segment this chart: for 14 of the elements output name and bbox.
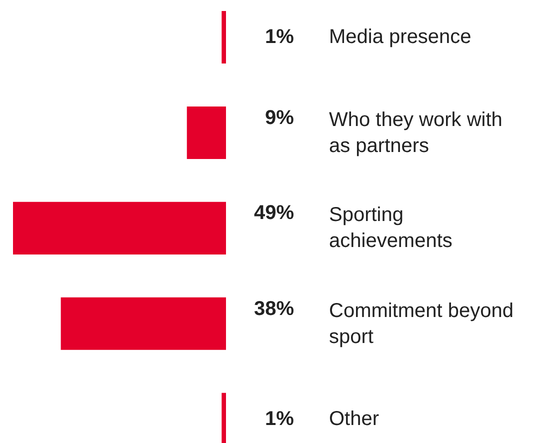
y-tick-label: Sporting achievements (329, 204, 452, 252)
y-tick-label: Media presence (329, 26, 472, 48)
data-label: 9% (265, 107, 294, 129)
data-label: 38% (254, 298, 294, 320)
y-tick-label: Other (329, 408, 380, 430)
data-label: 1% (265, 408, 294, 430)
data-label: 1% (265, 26, 294, 48)
y-tick-label: Who they work with as partners (329, 109, 502, 157)
bar (60, 297, 226, 350)
data-label: 49% (254, 202, 294, 224)
y-tick-label: Commitment beyond sport (329, 300, 514, 348)
bar (13, 202, 226, 254)
bar (222, 10, 226, 64)
bar (186, 106, 226, 159)
